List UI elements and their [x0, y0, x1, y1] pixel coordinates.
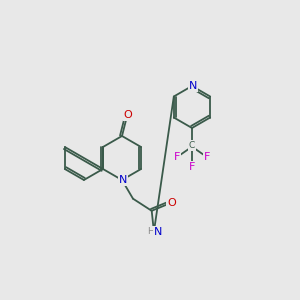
Text: N: N [154, 227, 162, 237]
Text: O: O [124, 110, 132, 120]
Text: O: O [167, 198, 176, 208]
Text: N: N [189, 81, 197, 91]
Text: F: F [173, 152, 180, 162]
Text: H: H [148, 227, 154, 236]
Text: N: N [119, 175, 127, 185]
Text: F: F [189, 163, 195, 172]
Text: F: F [204, 152, 211, 162]
Text: C: C [189, 141, 195, 150]
